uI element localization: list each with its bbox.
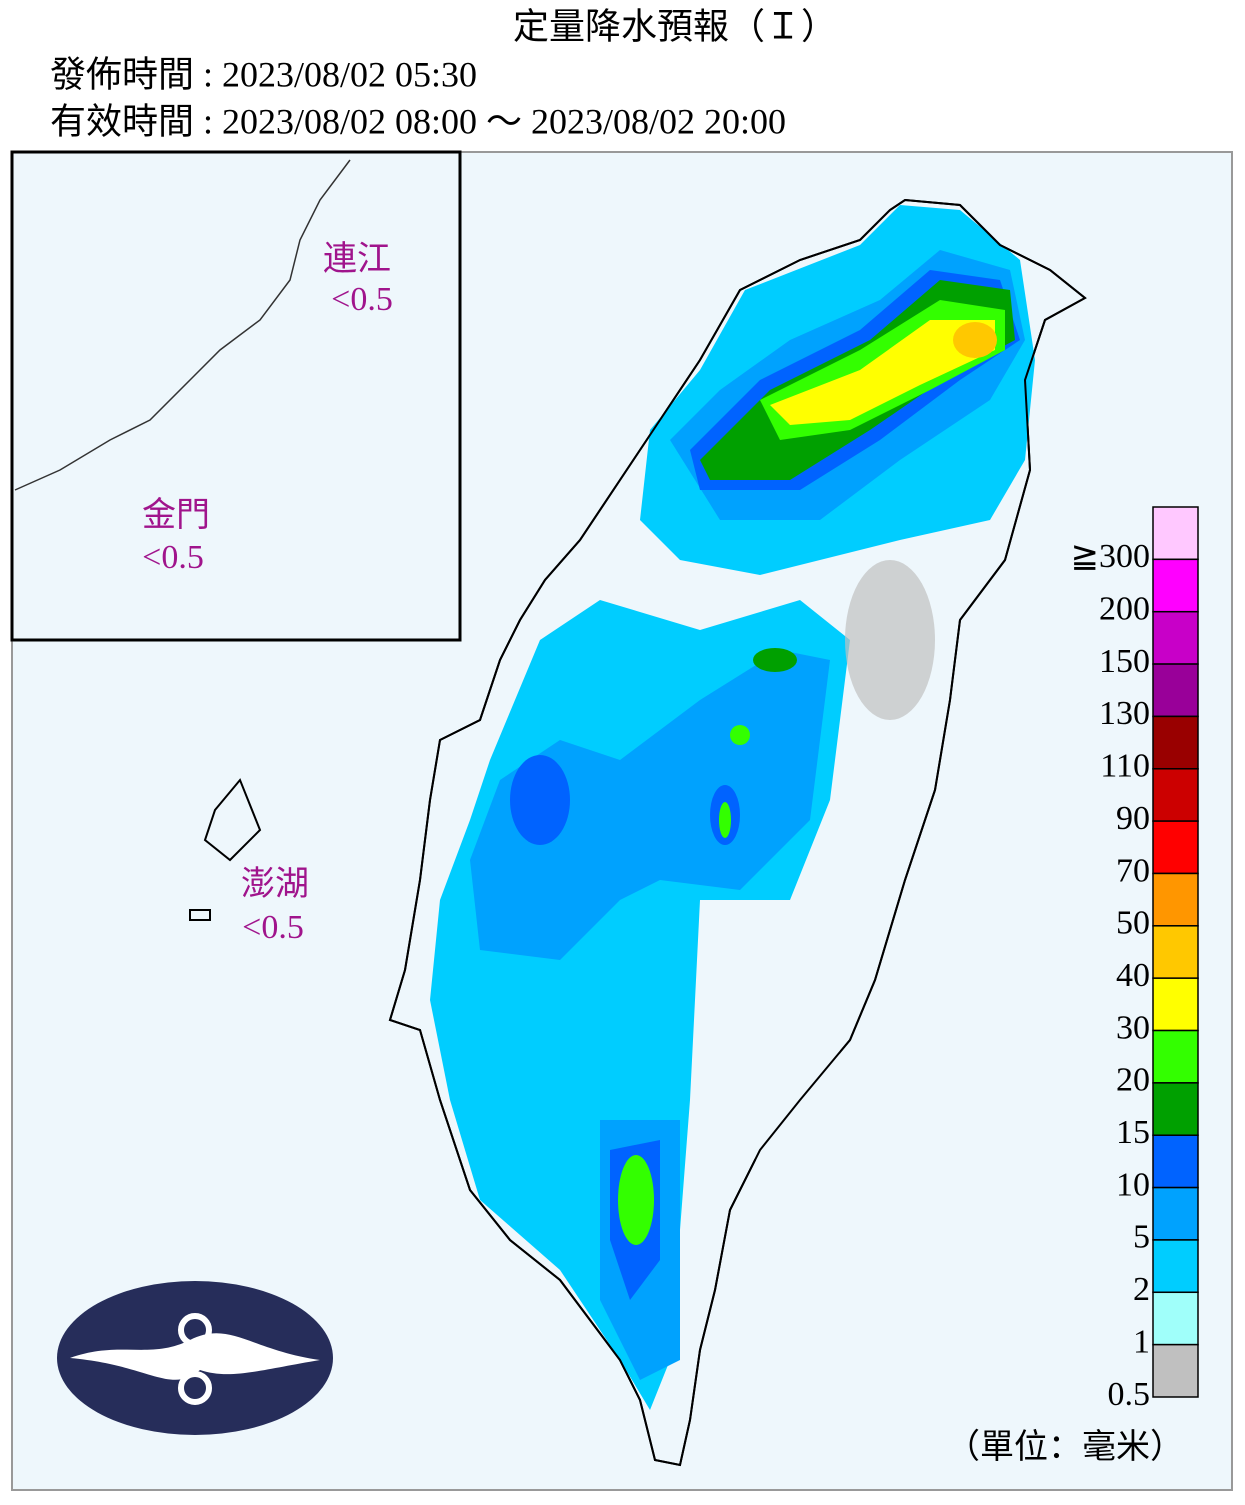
inset-frame: [10, 150, 462, 642]
legend-swatch: [1152, 925, 1199, 979]
legend-swatch: [1152, 1082, 1199, 1136]
island-name: 澎湖: [241, 865, 309, 903]
legend-swatch: [1152, 558, 1199, 613]
legend-swatch: [1152, 1343, 1199, 1398]
legend-label: 30: [1116, 1009, 1150, 1046]
island-name: 金門: [142, 496, 210, 534]
legend-label: 40: [1116, 957, 1150, 994]
title: 定量降水預報（Ｉ）: [513, 6, 837, 46]
taiwan: [388, 198, 1087, 1467]
legend-label: 50: [1116, 905, 1150, 942]
island-name: 連江: [323, 240, 391, 278]
legend-label: 5: [1133, 1219, 1150, 1256]
legend-label: 0.5: [1108, 1376, 1151, 1413]
legend-swatch: [1152, 977, 1199, 1032]
island-value: <0.5: [331, 281, 393, 318]
legend-swatch: [1152, 820, 1199, 875]
legend-swatch: [1152, 610, 1199, 665]
legend-swatch: [1152, 1239, 1199, 1294]
legend-label: 15: [1116, 1114, 1150, 1151]
island-value: <0.5: [242, 909, 304, 946]
legend: ≧300 200 150 130 110 90 70 50 40 30 20 15 10 5 2 1 0.5: [1071, 506, 1199, 1413]
legend-swatch: [1152, 663, 1199, 718]
cwb-logo: [57, 1281, 333, 1435]
legend-swatch: [1152, 1291, 1199, 1346]
legend-swatch: [1152, 506, 1199, 561]
legend-swatch: [1152, 1186, 1199, 1241]
legend-label: 2: [1133, 1271, 1150, 1308]
inset-coast: [14, 159, 351, 491]
legend-label: 70: [1116, 852, 1150, 889]
legend-label: 1: [1133, 1323, 1150, 1360]
legend-label: 10: [1116, 1166, 1150, 1203]
legend-label: 90: [1116, 800, 1150, 837]
legend-swatch: [1152, 872, 1199, 927]
legend-label: 130: [1099, 695, 1150, 732]
legend-label: 110: [1100, 748, 1150, 785]
legend-label: 200: [1099, 591, 1150, 628]
valid-time: 有效時間 : 2023/08/02 08:00 ～ 2023/08/02 20:…: [50, 101, 786, 141]
legend-swatch: [1152, 768, 1199, 822]
legend-swatch: [1152, 1029, 1199, 1084]
unit-label: （單位：毫米）: [946, 1428, 1184, 1466]
legend-label: ≧300: [1071, 538, 1151, 575]
legend-swatch: [1152, 715, 1199, 770]
legend-label: 150: [1099, 643, 1150, 680]
island-value: <0.5: [142, 539, 204, 576]
legend-swatch: [1152, 1134, 1199, 1189]
legend-label: 20: [1116, 1062, 1150, 1099]
issue-time: 發佈時間 : 2023/08/02 05:30: [50, 54, 477, 94]
penghu-outline: [189, 778, 262, 921]
